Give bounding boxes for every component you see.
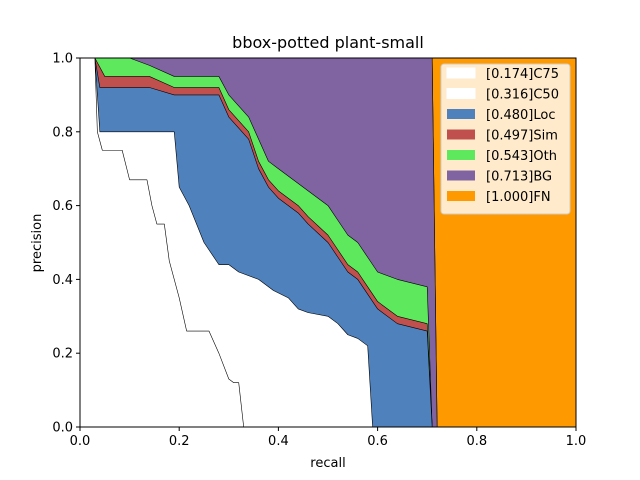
legend-swatch-0-543-oth <box>447 150 475 160</box>
y-axis-label: precision <box>30 214 45 273</box>
series-layer <box>79 57 577 428</box>
x-tick-label: 0.8 <box>466 434 487 449</box>
x-tick-label: 0.2 <box>169 434 190 449</box>
y-tick-label: 0.0 <box>52 421 73 436</box>
x-axis-label: recall <box>310 456 345 471</box>
y-axis: 0.0 0.2 0.4 0.6 0.8 1.0 <box>52 52 80 436</box>
plot-frame <box>79 57 577 428</box>
legend-label-0-174-c75: [0.174]C75 <box>486 67 559 82</box>
x-tick-label: 1.0 <box>566 434 587 449</box>
legend-swatch-0-316-c50 <box>446 88 476 99</box>
legend-label-0-480-loc: [0.480]Loc <box>486 108 555 123</box>
series-area-0-174-c75 <box>79 57 244 428</box>
x-tick-label: 0.6 <box>367 434 388 449</box>
legend-items: [0.174]C75 [0.316]C50 [0.480]Loc [0.497]Sim… <box>446 67 559 205</box>
y-tick-label: 0.4 <box>52 273 73 288</box>
legend-swatch-0-713-bg <box>447 170 475 181</box>
legend-swatch-0-480-loc <box>447 109 475 119</box>
legend-label-0-543-oth: [0.543]Oth <box>486 149 557 164</box>
x-tick-label: 0.4 <box>268 434 289 449</box>
x-tick-label: 0.0 <box>70 434 91 449</box>
legend-label-1-000-fn: [1.000]FN <box>486 190 551 205</box>
y-tick-label: 1.0 <box>52 52 73 67</box>
y-tick-label: 0.6 <box>52 199 73 214</box>
legend-swatch-0-497-sim <box>447 129 475 140</box>
y-tick-label: 0.8 <box>52 125 73 140</box>
legend-swatch-0-174-c75 <box>446 67 476 79</box>
y-tick-label: 0.2 <box>52 347 73 362</box>
chart-title: bbox-potted plant-small <box>232 33 424 52</box>
legend: [0.174]C75 [0.316]C50 [0.480]Loc [0.497]Sim… <box>440 63 571 215</box>
legend-swatch-1-000-fn <box>447 191 475 201</box>
legend-label-0-497-sim: [0.497]Sim <box>486 129 558 144</box>
legend-label-0-713-bg: [0.713]BG <box>486 170 552 185</box>
x-axis: 0.0 0.2 0.4 0.6 0.8 1.0 <box>70 427 587 449</box>
legend-label-0-316-c50: [0.316]C50 <box>486 88 559 103</box>
